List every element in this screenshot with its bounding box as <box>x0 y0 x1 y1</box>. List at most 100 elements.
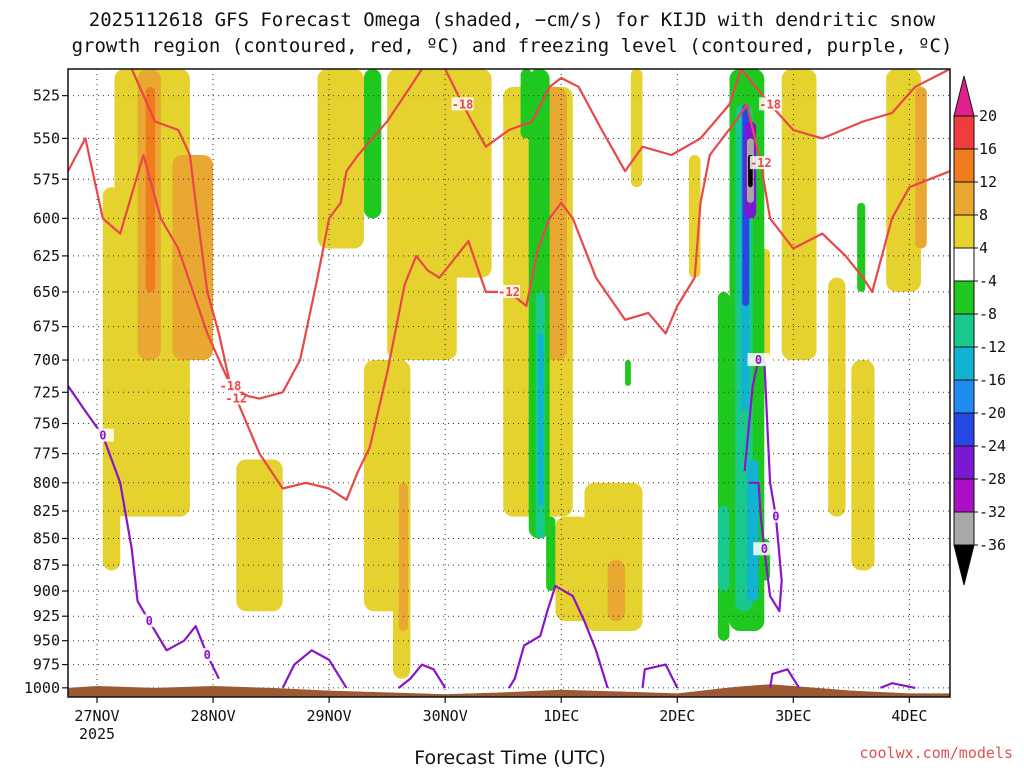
colorbar-under-triangle <box>953 544 975 586</box>
freezing-contour-label: 0 <box>146 614 153 628</box>
colorbar-band-4 <box>953 247 975 282</box>
dgz-contour-label-bg <box>225 391 248 405</box>
chart-title-line2: growth region (contoured, red, ºC) and f… <box>72 35 953 57</box>
freezing-contour-line-1 <box>281 649 348 689</box>
dgz-contour-line-1 <box>130 69 950 400</box>
colorbar-band-12 <box>953 511 975 546</box>
y-tick-label: 675 <box>33 318 60 336</box>
omega-region-17 <box>630 69 643 188</box>
colorbar-band-11 <box>953 478 975 513</box>
omega-region-11 <box>445 69 492 278</box>
y-tick-label: 550 <box>33 129 60 147</box>
freezing-contour-label-bg <box>138 614 161 628</box>
y-tick-label: 875 <box>33 556 60 574</box>
omega-region-22 <box>851 360 875 571</box>
colorbar-label: 4 <box>979 239 988 257</box>
colorbar-label: -12 <box>979 338 1006 356</box>
dgz-contour-label: -12 <box>498 285 520 299</box>
omega-region-29 <box>363 69 382 219</box>
colorbar-band-10 <box>953 445 975 480</box>
omega-region-40 <box>746 459 759 602</box>
y-tick-label: 825 <box>33 502 60 520</box>
dgz-contours: -12-12-12-18-18 -18 <box>68 69 950 501</box>
colorbar-band-1 <box>953 148 975 183</box>
colorbar-label: -20 <box>979 404 1006 422</box>
y-tick-label: 700 <box>33 351 60 369</box>
freezing-contour-label-bg <box>747 353 770 367</box>
colorbar: 20 16 12 8 4 -4 -8 -12 -16 -20 -24 -28 -32 -36 <box>953 75 1006 586</box>
omega-region-30 <box>546 516 556 592</box>
omega-region-27 <box>538 333 544 506</box>
plot-frame <box>67 68 951 698</box>
omega-region-5 <box>236 459 283 612</box>
y-tick-label: 1000 <box>24 679 60 697</box>
dgz-contour-label-bg <box>219 378 242 392</box>
colorbar-label: -16 <box>979 371 1006 389</box>
dgz-contour-label-bg <box>451 97 474 111</box>
y-tick-label: 850 <box>33 529 60 547</box>
colorbar-label: -24 <box>979 437 1006 455</box>
colorbar-label: 16 <box>979 140 997 158</box>
y-tick-label: 650 <box>33 283 60 301</box>
y-tick-label: 575 <box>33 170 60 188</box>
freezing-contour-label-bg <box>196 648 219 662</box>
omega-region-21 <box>828 277 846 517</box>
x-axis-label: Forecast Time (UTC) <box>414 747 605 768</box>
colorbar-label: -28 <box>979 470 1006 488</box>
y-axis: 525 550 575 600 625 650 675 700 725 750 775 800 825 8… <box>24 87 68 697</box>
freezing-contour-label: 0 <box>755 353 762 367</box>
omega-region-32 <box>717 505 730 592</box>
colorbar-band-3 <box>953 214 975 249</box>
freezing-contour-label-bg <box>91 428 114 442</box>
credit-text[interactable]: coolwx.com/models <box>859 744 1013 762</box>
omega-region-14 <box>555 516 591 622</box>
dgz-contour-label-bg <box>759 97 782 111</box>
colorbar-band-0 <box>953 115 975 150</box>
colorbar-label: -36 <box>979 536 1006 554</box>
dgz-contour-label-bg <box>749 156 772 170</box>
x-tick-label: 28NOV <box>190 707 235 725</box>
colorbar-band-9 <box>953 412 975 447</box>
omega-region-23 <box>886 69 921 292</box>
dgz-contour-label-bg <box>498 284 520 298</box>
x-tick-label: 30NOV <box>423 707 468 725</box>
y-tick-label: 625 <box>33 247 60 265</box>
freezing-contour-label-bg <box>764 509 787 523</box>
dgz-contour-label: -18 <box>220 379 242 393</box>
colorbar-label: -32 <box>979 503 1006 521</box>
colorbar-band-7 <box>953 346 975 381</box>
freezing-contour-line-7 <box>879 682 916 689</box>
omega-region-24 <box>915 86 927 249</box>
x-tick-label: 27NOV <box>74 707 119 725</box>
omega-region-4 <box>172 154 214 361</box>
dgz-contour-label: -18 <box>759 97 781 111</box>
y-tick-label: 725 <box>33 383 60 401</box>
x-tick-label: 4DEC <box>891 707 927 725</box>
y-tick-label: 775 <box>33 445 60 463</box>
omega-region-10 <box>398 482 409 631</box>
terrain-fill <box>68 684 950 697</box>
x-tick-label: 29NOV <box>307 707 352 725</box>
omega-region-16 <box>607 559 626 622</box>
omega-region-42 <box>625 360 631 386</box>
omega-region-20 <box>781 69 817 361</box>
colorbar-over-triangle <box>953 75 975 117</box>
omega-region-6 <box>317 69 364 249</box>
colorbar-band-5 <box>953 280 975 315</box>
colorbar-label: -8 <box>979 305 997 323</box>
x-tick-label: 1DEC <box>543 707 579 725</box>
y-tick-label: 950 <box>33 632 60 650</box>
colorbar-band-6 <box>953 313 975 348</box>
dgz-contour-label: -18 <box>452 97 474 111</box>
freezing-contour-line-2 <box>398 663 447 689</box>
omega-region-28 <box>520 69 533 139</box>
colorbar-band-2 <box>953 181 975 216</box>
x-tick-label: 2DEC <box>659 707 695 725</box>
freezing-contour-label-bg <box>753 542 776 556</box>
colorbar-label: 8 <box>979 206 988 224</box>
colorbar-label: -4 <box>979 272 997 290</box>
omega-region-43 <box>857 202 866 292</box>
freezing-contour-line-4 <box>641 663 679 689</box>
